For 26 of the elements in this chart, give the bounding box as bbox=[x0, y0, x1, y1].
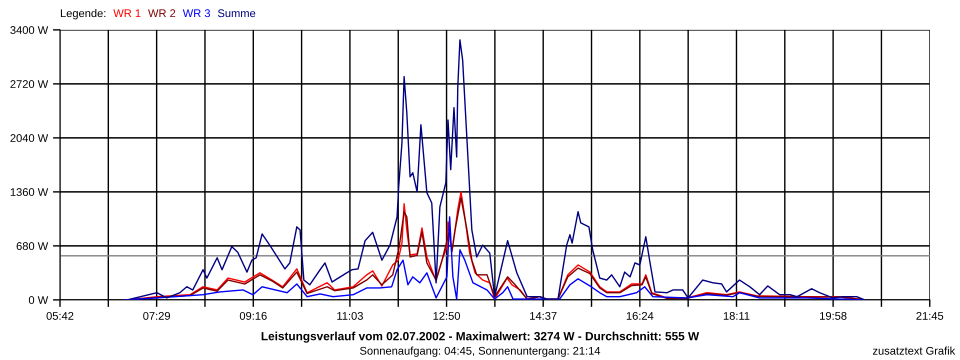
x-tick-label: 19:58 bbox=[820, 312, 847, 320]
text: Summe bbox=[218, 9, 256, 18]
x-tick-label: 07:29 bbox=[143, 312, 170, 320]
x-tick-label: 18:11 bbox=[724, 312, 750, 320]
x-tick-label: 14:37 bbox=[530, 312, 557, 320]
line-series bbox=[124, 216, 866, 300]
text: WR 3 bbox=[182, 9, 210, 18]
y-tick-label: 0 W bbox=[28, 296, 48, 304]
y-tick-label: 2720 W bbox=[10, 80, 48, 88]
text: WR 2 bbox=[148, 9, 176, 18]
x-tick-label: 11:03 bbox=[337, 312, 363, 320]
y-tick-label: 2040 W bbox=[10, 134, 48, 142]
x-tick-label: 12:50 bbox=[434, 312, 460, 320]
text: zusatztext Grafik bbox=[872, 346, 956, 355]
text: WR 1 bbox=[113, 9, 141, 18]
text: Sonnenaufgang: 04:45, Sonnenuntergang: 21:14 bbox=[360, 346, 600, 357]
legend-title: Legende: bbox=[60, 9, 106, 20]
x-tick-label: 05:42 bbox=[46, 312, 74, 320]
x-tick-label: 16:24 bbox=[626, 312, 654, 320]
y-tick-label: 1360 W bbox=[10, 188, 48, 196]
y-tick-label: 680 W bbox=[16, 242, 48, 250]
line-series bbox=[126, 39, 866, 300]
text: Leistungsverlauf vom 02.07.2002 - Maximalwert: 3274 W - Durchschnitt: 555 W bbox=[262, 332, 700, 343]
x-tick-label: 21:45 bbox=[916, 312, 944, 320]
x-tick-label: 09:16 bbox=[240, 312, 267, 320]
y-tick-label: 3400 W bbox=[10, 26, 48, 34]
